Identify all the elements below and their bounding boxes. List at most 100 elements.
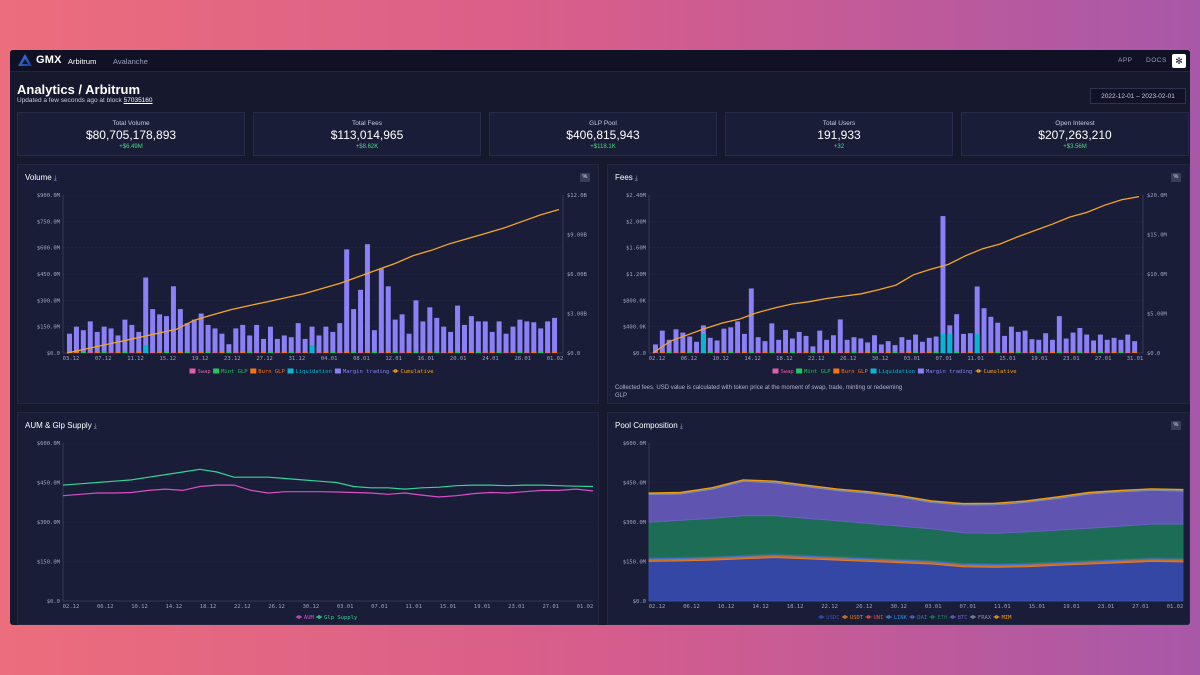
bar-segment: [735, 351, 741, 353]
bar-segment: [150, 351, 156, 353]
bar-margin-trading: [1029, 339, 1035, 353]
bar-margin-trading: [441, 326, 447, 353]
bar-liquidation: [309, 345, 315, 353]
x-tick-label: 03.01: [904, 356, 921, 362]
bar-margin-trading: [468, 316, 474, 353]
bar-margin-trading: [385, 286, 391, 353]
bar-margin-trading: [150, 309, 156, 353]
legend-swatch: [772, 368, 779, 374]
stat-value: $207,263,210: [1038, 128, 1112, 142]
x-tick-label: 11.01: [967, 356, 984, 362]
nav-app[interactable]: APP: [1118, 57, 1133, 64]
bar-margin-trading: [680, 332, 686, 353]
bar-segment: [240, 351, 246, 353]
nav-docs[interactable]: DOCS: [1146, 57, 1167, 64]
x-tick-label: 26.12: [856, 604, 873, 610]
x-tick-label: 11.01: [405, 604, 422, 610]
block-link[interactable]: 57035160: [123, 97, 153, 104]
x-tick-label: 07.12: [95, 356, 112, 362]
bar-segment: [714, 351, 720, 353]
aum-chart: $0.0 $150.0M $300.0M $450.0M $600.0M 02.12 06.…: [37, 441, 594, 621]
bar-segment: [981, 351, 987, 353]
bar-margin-trading: [358, 289, 364, 353]
percent-toggle-button[interactable]: %: [1171, 421, 1181, 430]
y-tick-label: $450.0M: [37, 481, 61, 487]
logo[interactable]: GMX: [18, 54, 62, 66]
download-icon[interactable]: ⤓: [679, 423, 683, 430]
legend-swatch-dot: [976, 369, 981, 373]
bar-margin-trading: [420, 321, 426, 353]
bar-liquidation: [700, 334, 706, 353]
bar-margin-trading: [1022, 330, 1028, 353]
fees-chart: $0.0 $400.0K $800.0K $1.20M $1.60M $2.00M $2.4…: [623, 193, 1168, 375]
volume-title-text: Volume: [25, 173, 52, 182]
bar-segment: [344, 351, 350, 353]
bar-segment: [694, 351, 699, 353]
legend-label: Cumulative: [984, 369, 1017, 375]
bar-margin-trading: [1043, 333, 1049, 353]
date-range-picker[interactable]: 2022-12-01 – 2023-02-01: [1090, 88, 1186, 104]
bar-margin-trading: [735, 321, 741, 353]
top-nav: GMX Arbitrum Avalanche APP DOCS ✻: [10, 50, 1190, 72]
legend-swatch-dot: [843, 615, 847, 619]
bar-margin-trading: [80, 330, 86, 353]
bar-margin-trading: [906, 339, 912, 353]
y-tick-label: $800.0K: [623, 298, 647, 304]
y-tick-label: $0.0: [47, 351, 60, 357]
bar-margin-trading: [1111, 337, 1117, 353]
pool-title-text: Pool Composition: [615, 421, 678, 430]
percent-toggle-button[interactable]: %: [580, 173, 590, 182]
legend-swatch: [796, 368, 803, 374]
bar-segment: [851, 351, 857, 353]
bar-margin-trading: [1008, 326, 1014, 353]
bar-segment: [728, 351, 734, 353]
y2-tick-label: $5.00M: [1147, 312, 1168, 318]
bar-segment: [1070, 351, 1076, 353]
bar-segment: [666, 351, 672, 353]
bar-segment: [769, 351, 775, 353]
bar-segment: [461, 351, 467, 353]
x-tick-label: 02.12: [649, 356, 666, 362]
bar-margin-trading: [981, 308, 987, 353]
bar-margin-trading: [1132, 341, 1138, 353]
legend-swatch-dot: [951, 615, 955, 619]
bar-segment: [1084, 351, 1090, 353]
nav-avalanche[interactable]: Avalanche: [113, 57, 148, 66]
update-prefix: Updated a few seconds ago at block: [17, 97, 122, 104]
legend-swatch: [250, 368, 257, 374]
bar-margin-trading: [789, 338, 795, 353]
x-tick-label: 22.12: [821, 604, 838, 610]
bar-margin-trading: [1015, 331, 1021, 353]
download-icon[interactable]: ⤓: [93, 423, 97, 430]
bar-margin-trading: [143, 277, 149, 353]
percent-toggle-button[interactable]: %: [1171, 173, 1181, 182]
bar-margin-trading: [67, 333, 72, 353]
y-tick-label: $450.0M: [37, 272, 61, 278]
bar-segment: [337, 351, 343, 353]
glp-supply-line: [62, 468, 594, 490]
bar-margin-trading: [666, 339, 672, 353]
download-icon[interactable]: ⤓: [634, 175, 638, 182]
bar-segment: [261, 351, 267, 353]
bar-margin-trading: [830, 335, 836, 353]
bar-segment: [538, 351, 544, 353]
bar-segment: [803, 351, 809, 353]
bar-margin-trading: [184, 323, 190, 353]
bar-segment: [267, 351, 273, 353]
bar-segment: [475, 351, 481, 353]
bar-margin-trading: [538, 328, 544, 353]
y-tick-label: $300.0M: [37, 520, 61, 526]
nav-arbitrum[interactable]: Arbitrum: [68, 57, 97, 66]
cumulative-line: [652, 195, 1140, 354]
download-icon[interactable]: ⤓: [53, 175, 57, 182]
theme-toggle-icon[interactable]: ✻: [1172, 54, 1186, 68]
legend-label: Cumulative: [401, 369, 434, 375]
pool-panel: Pool Composition ⤓ % $0.0 $150.0M $300.0M $4…: [607, 412, 1190, 625]
bar-margin-trading: [762, 341, 768, 353]
x-tick-label: 02.12: [649, 604, 666, 610]
bar-segment: [247, 351, 253, 353]
y2-tick-label: $3.00B: [567, 312, 588, 318]
bar-liquidation: [940, 334, 946, 353]
stat-label: Total Volume: [112, 120, 150, 127]
bar-segment: [1132, 351, 1138, 353]
